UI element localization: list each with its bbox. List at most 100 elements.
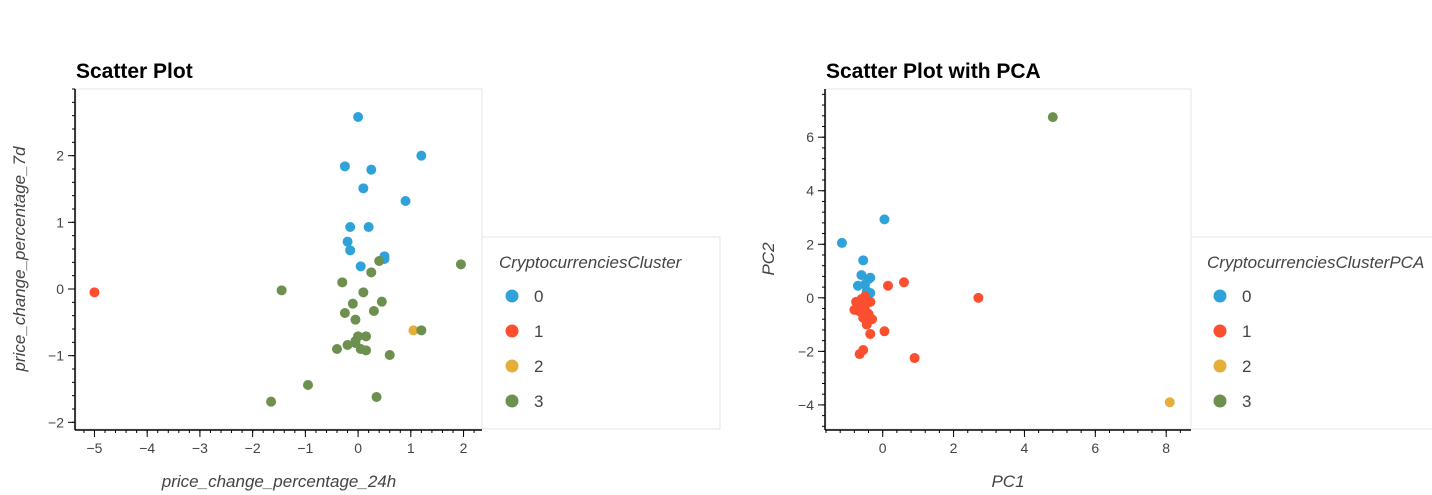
x-tick-label: 0 [879,440,887,456]
cluster-3-point[interactable] [384,350,395,360]
cluster-3-point[interactable] [368,306,379,316]
cluster-1-point[interactable] [89,287,100,298]
legend-item-2[interactable]: 2 [505,357,544,376]
legend-item-3[interactable]: 3 [505,392,544,411]
x-tick-label: −3 [192,440,208,456]
x-tick-label: −2 [245,440,261,456]
legend-label: 1 [1242,322,1251,341]
cluster-1-point[interactable] [883,280,894,291]
cluster-3-point[interactable] [455,259,466,270]
cluster-3-point[interactable] [376,296,387,307]
y-tick-label: 0 [56,281,64,297]
y-tick-label: 2 [56,148,64,164]
points-layer [89,112,466,407]
cluster-0-point[interactable] [416,150,427,161]
plot-frame [825,88,1192,430]
legend-item-1[interactable]: 1 [505,322,544,341]
x-tick-label: −4 [139,440,155,456]
cluster-1-point[interactable] [865,328,876,339]
cluster-0-point[interactable] [339,161,350,172]
legend-item-2[interactable]: 2 [1213,357,1252,376]
legend-label: 2 [534,357,543,376]
scatter-plot-pca-panel: Scatter Plot with PCA 0 2 4 6 8 −4 −2 0 2 4 6 PC1… [760,60,1432,491]
cluster-1-point[interactable] [879,326,890,337]
legend-box [1190,236,1432,430]
legend-title: CryptocurrenciesClusterPCA [1207,253,1424,272]
cluster-3-point[interactable] [371,392,382,402]
y-axis-label: PC2 [760,242,778,276]
legend-item-0[interactable]: 0 [505,287,544,306]
cluster-3-point[interactable] [361,345,371,356]
legend-marker [1213,359,1227,373]
plot-frame [75,88,483,430]
cluster-2-point[interactable] [408,325,419,336]
cluster-1-point[interactable] [861,319,872,330]
cluster-0-point[interactable] [355,261,366,272]
legend-marker [1213,394,1227,408]
cluster-3-point[interactable] [347,298,358,309]
cluster-1-point[interactable] [854,349,865,360]
cluster-3-point[interactable] [303,380,313,390]
x-tick-label: 1 [407,440,415,456]
x-tick-label: 6 [1091,440,1099,456]
points-layer [836,112,1175,408]
cluster-3-point[interactable] [266,396,277,407]
cluster-3-point[interactable] [337,277,348,288]
y-tick-label: −2 [48,414,64,430]
x-tick-label: 8 [1162,440,1170,456]
x-axis-label: PC1 [991,472,1024,491]
cluster-0-point[interactable] [400,196,411,206]
cluster-1-point[interactable] [909,353,920,364]
legend-marker [1213,289,1227,303]
legend-box [481,236,721,430]
y-tick-label: 0 [806,290,814,306]
y-axis: −2 −1 0 1 2 [48,88,76,430]
legend-label: 1 [534,322,543,341]
legend-title: CryptocurrenciesCluster [499,253,683,272]
y-axis: −4 −2 0 2 4 6 [798,89,826,430]
cluster-1-point[interactable] [973,292,984,303]
legend-marker [505,359,519,373]
cluster-0-point[interactable] [345,245,356,256]
cluster-1-point[interactable] [898,277,909,288]
cluster-3-point[interactable] [416,325,427,336]
cluster-3-point[interactable] [366,267,377,278]
legend-item-3[interactable]: 3 [1213,392,1252,411]
cluster-2-point[interactable] [1164,397,1175,408]
cluster-0-point[interactable] [836,237,847,248]
y-tick-label: 1 [56,214,64,230]
cluster-3-point[interactable] [350,314,361,325]
legend-item-0[interactable]: 0 [1213,287,1252,306]
x-tick-label: 2 [460,440,468,456]
x-axis-label: price_change_percentage_24h [161,472,396,491]
cluster-0-point[interactable] [879,214,890,225]
cluster-3-point[interactable] [361,331,371,342]
legend-label: 3 [534,392,543,411]
legend-items: 0 1 2 3 [505,287,544,411]
x-axis: 0 2 4 6 8 [825,429,1191,456]
legend-item-1[interactable]: 1 [1213,322,1252,341]
legend-marker [505,289,519,303]
cluster-3-point[interactable] [1047,112,1058,123]
x-tick-label: 2 [950,440,958,456]
x-tick-label: −1 [297,440,313,456]
cluster-3-point[interactable] [332,344,342,354]
y-tick-label: −1 [48,348,64,364]
cluster-0-point[interactable] [858,255,869,266]
cluster-3-point[interactable] [339,308,350,318]
y-tick-label: −4 [798,397,814,413]
cluster-3-point[interactable] [276,285,287,296]
cluster-0-point[interactable] [363,222,374,232]
cluster-3-point[interactable] [358,287,369,298]
cluster-3-point[interactable] [374,256,385,266]
cluster-0-point[interactable] [353,112,364,122]
x-tick-label: 0 [354,440,362,456]
cluster-0-point[interactable] [358,183,369,194]
cluster-0-point[interactable] [345,222,356,232]
y-tick-label: 2 [806,236,814,252]
y-tick-label: 4 [806,183,814,199]
cluster-0-point[interactable] [342,236,353,247]
cluster-0-point[interactable] [366,164,377,175]
cluster-3-point[interactable] [342,340,353,350]
legend-label: 3 [1242,392,1251,411]
